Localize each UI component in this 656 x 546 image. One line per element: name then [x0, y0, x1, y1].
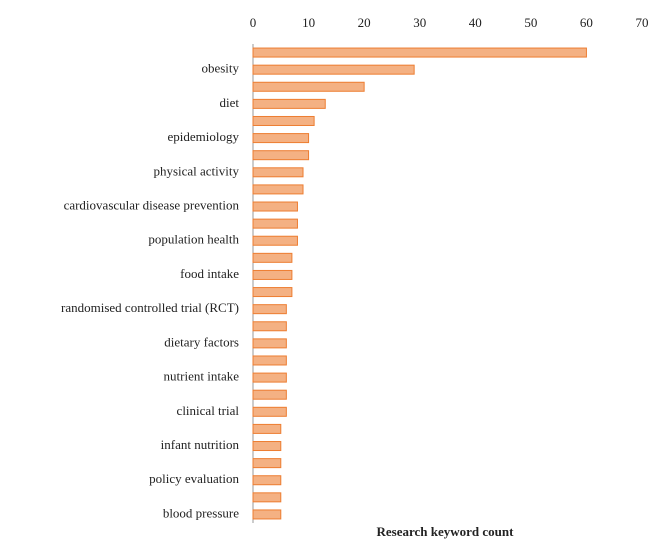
bar [252, 475, 282, 486]
y-tick-label: epidemiology [168, 129, 240, 144]
bar [252, 81, 365, 92]
bar [252, 235, 298, 246]
bar [252, 133, 310, 144]
y-tick-label: nutrient intake [164, 369, 240, 384]
x-tick-label: 70 [636, 15, 649, 30]
bar [252, 406, 287, 417]
y-tick-label: population health [148, 232, 239, 247]
x-axis-title: Research keyword count [377, 524, 515, 539]
bar [252, 441, 282, 452]
bar [252, 252, 293, 263]
bar [252, 355, 287, 366]
bar [252, 167, 304, 178]
bar [252, 47, 587, 58]
x-tick-label: 50 [524, 15, 537, 30]
bar [252, 423, 282, 434]
bar [252, 458, 282, 469]
y-tick-label: policy evaluation [149, 471, 239, 486]
x-tick-label: 10 [302, 15, 315, 30]
y-tick-label: dietary factors [164, 334, 239, 349]
bar [252, 218, 298, 229]
x-tick-label: 60 [580, 15, 593, 30]
bar [252, 201, 298, 212]
bar [252, 304, 287, 315]
y-tick-label: diet [220, 95, 240, 110]
y-tick-label: randomised controlled trial (RCT) [61, 300, 239, 315]
bar [252, 509, 282, 520]
y-tick-label: infant nutrition [161, 437, 240, 452]
bar [252, 338, 287, 349]
bar [252, 64, 415, 75]
y-tick-label: blood pressure [163, 505, 239, 520]
x-tick-label: 40 [469, 15, 482, 30]
y-tick-label: obesity [201, 61, 239, 76]
y-tick-label: food intake [180, 266, 239, 281]
bar [252, 150, 310, 161]
bar [252, 372, 287, 383]
bar [252, 287, 293, 298]
y-tick-label: clinical trial [177, 403, 240, 418]
bar [252, 389, 287, 400]
bar [252, 269, 293, 280]
bar [252, 98, 326, 109]
bar [252, 115, 315, 126]
bar [252, 492, 282, 503]
bar [252, 321, 287, 332]
x-tick-label: 30 [413, 15, 426, 30]
bar [252, 184, 304, 195]
x-tick-label: 0 [250, 15, 257, 30]
y-tick-label: cardiovascular disease prevention [64, 198, 240, 213]
x-tick-label: 20 [358, 15, 371, 30]
y-tick-label: physical activity [153, 163, 239, 178]
